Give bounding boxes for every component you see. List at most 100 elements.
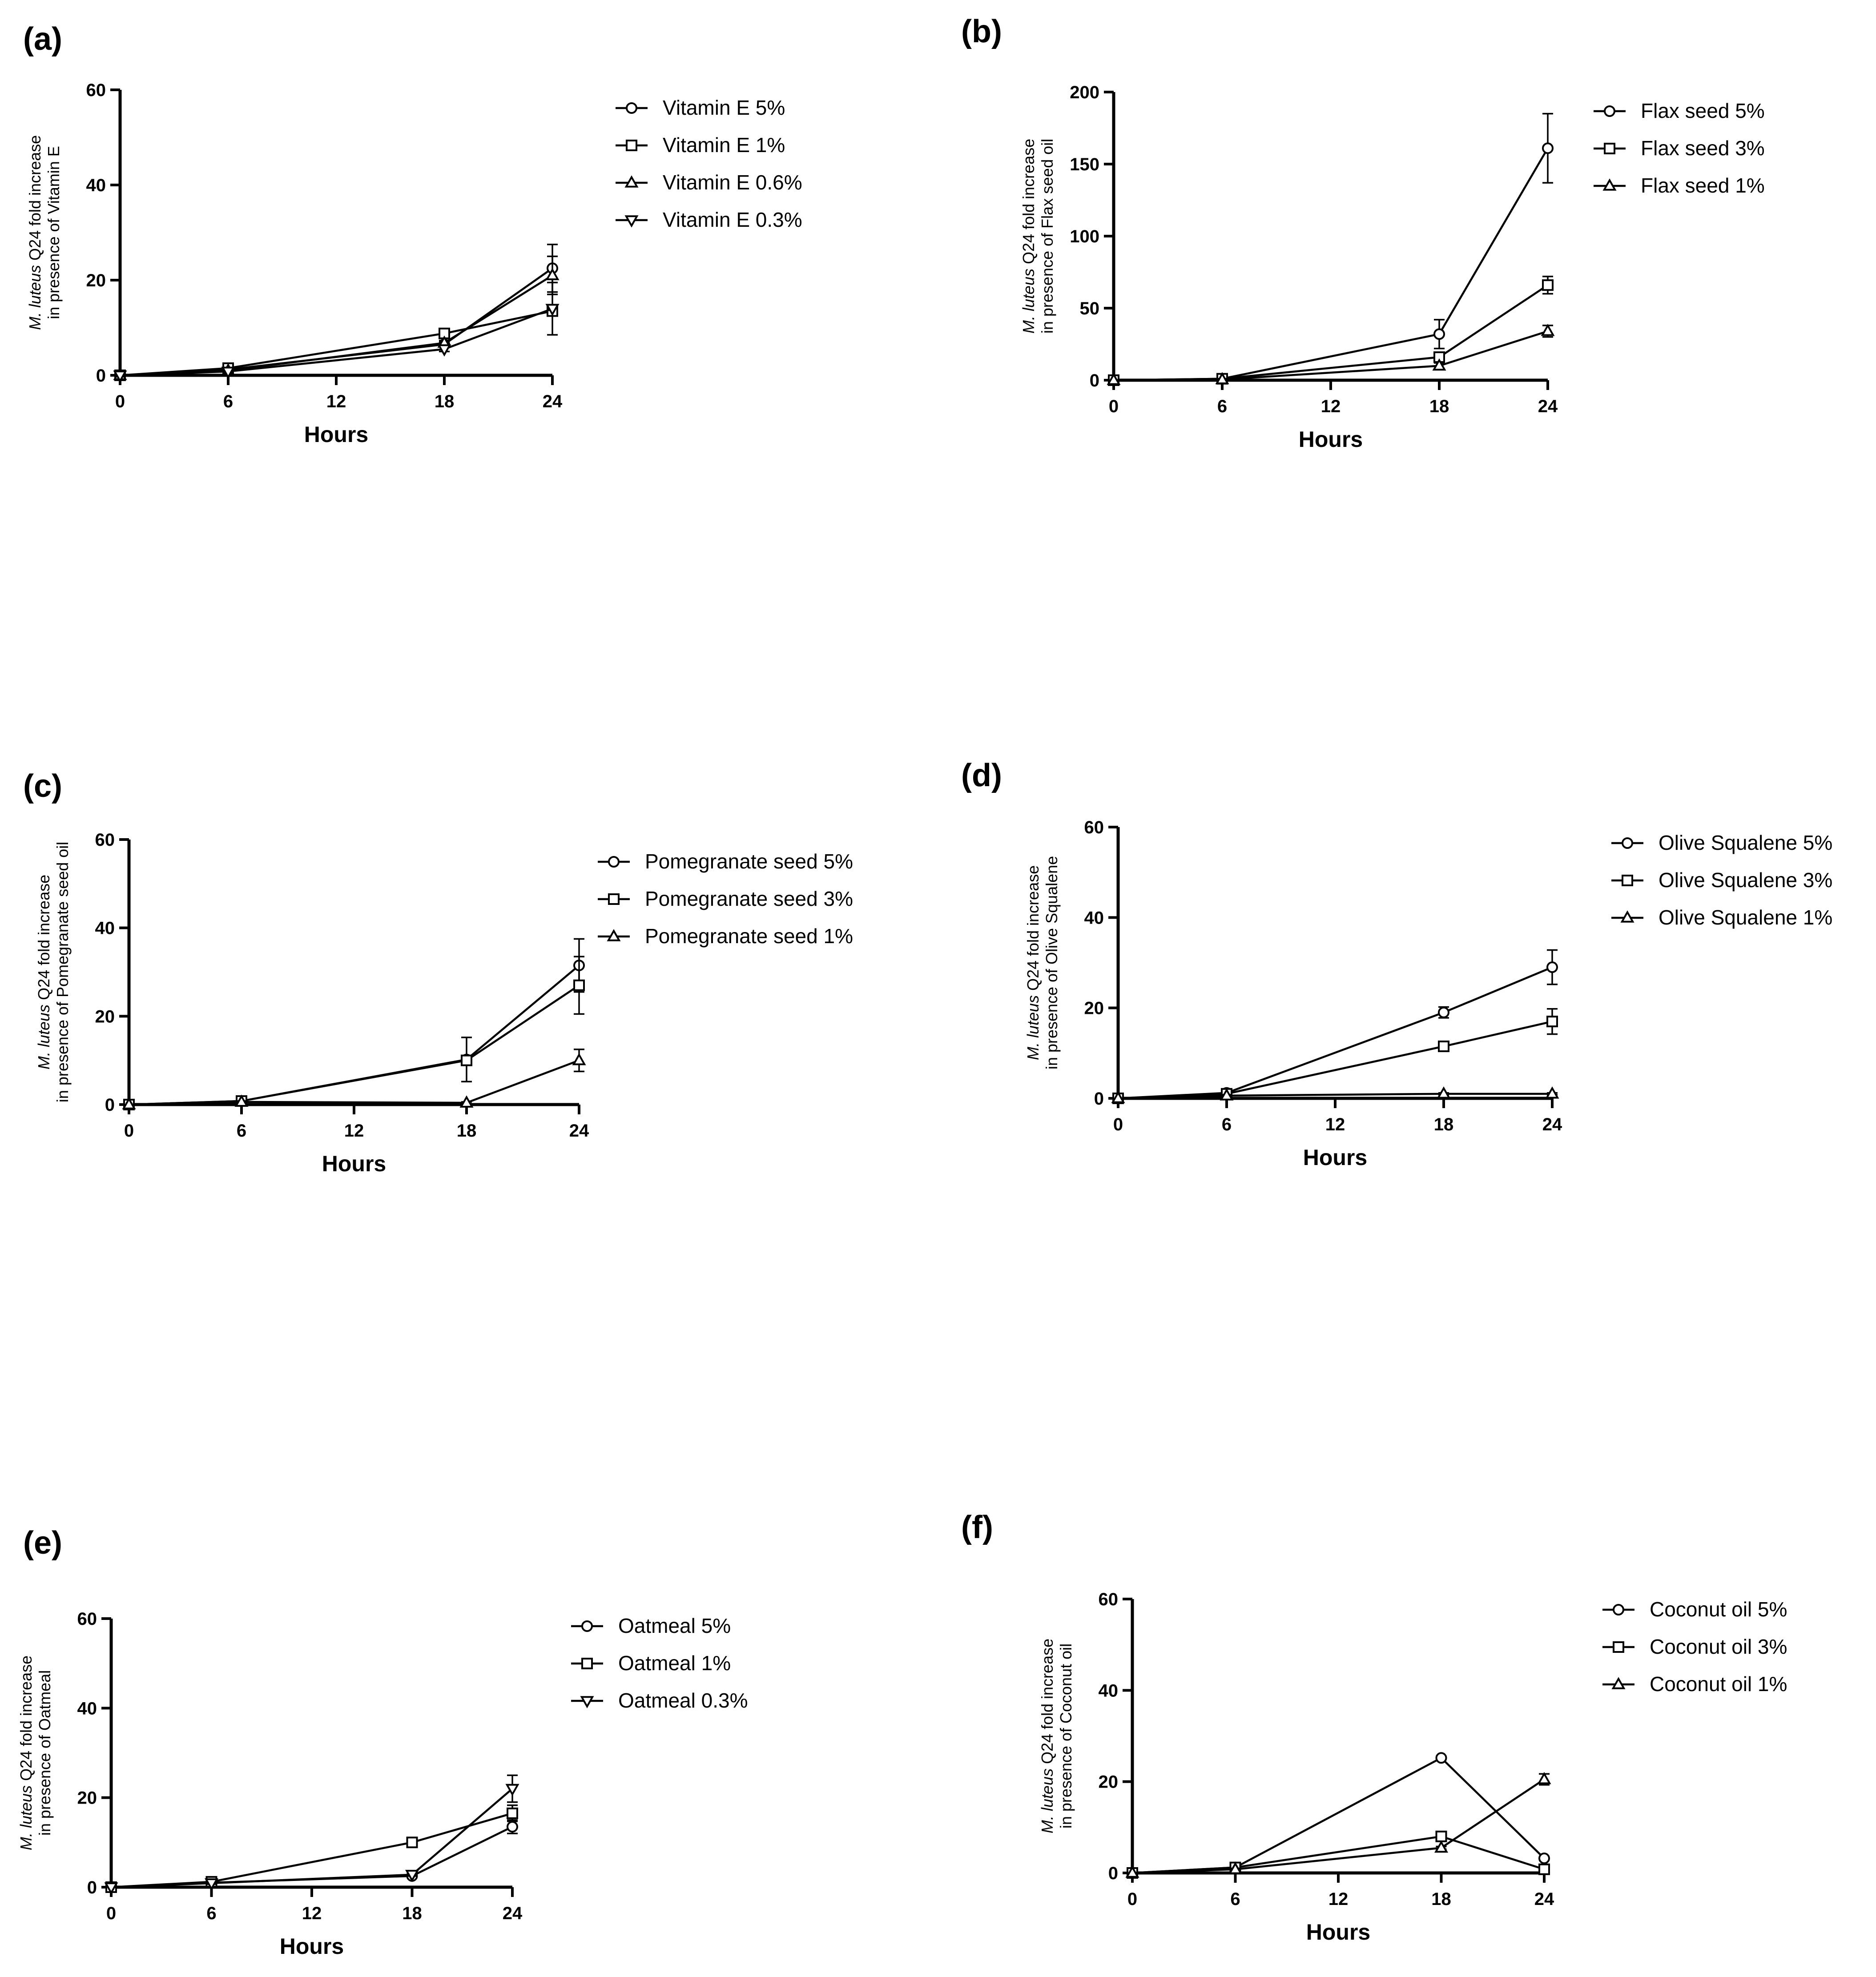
legend-marker bbox=[580, 1696, 594, 1708]
x-tick-label: 0 bbox=[106, 1904, 116, 1923]
data-point bbox=[1228, 1862, 1243, 1874]
x-tick-label: 0 bbox=[124, 1121, 134, 1141]
x-tick-label: 12 bbox=[1321, 397, 1341, 416]
legend-marker bbox=[608, 856, 620, 868]
legend-marker bbox=[1613, 1641, 1624, 1653]
y-axis-label: M. luteus Q24 fold increasein presence o… bbox=[1019, 139, 1056, 334]
chart-area: 0 20 40 60 0 6 12 18 24 Hours M. luteus Q24 fold i… bbox=[17, 1609, 523, 1959]
series-line bbox=[1132, 1778, 1545, 1874]
y-axis-label-line1: M. luteus Q24 fold increase bbox=[26, 135, 44, 330]
legend-marker bbox=[581, 1658, 593, 1669]
legend-symbol bbox=[1611, 910, 1643, 923]
x-tick-label: 6 bbox=[1217, 397, 1227, 416]
x-tick-label: 24 bbox=[569, 1121, 589, 1141]
panel-b: (b) 0 50 100 150 200 0 6 12 18 24 Hours M. luteus Q… bbox=[938, 0, 1876, 659]
legend-label: Coconut oil 1% bbox=[1650, 1672, 1787, 1696]
panel-label: (c) bbox=[23, 768, 62, 804]
legend-label: Olive Squalene 3% bbox=[1659, 868, 1833, 892]
x-tick-label: 0 bbox=[1109, 397, 1119, 416]
x-tick-label: 24 bbox=[1542, 1115, 1562, 1134]
legend-label: Pomegranate seed 5% bbox=[645, 850, 853, 873]
data-point bbox=[1546, 1016, 1558, 1028]
legend-marker bbox=[626, 140, 637, 151]
series-line bbox=[1132, 1756, 1545, 1874]
y-axis-label-line2: in presence of Coconut oil bbox=[1057, 1643, 1075, 1828]
legend-item: Coconut oil 5% bbox=[1601, 1593, 1876, 1628]
data-point bbox=[1125, 1865, 1139, 1878]
data-point bbox=[1538, 1863, 1550, 1875]
x-axis-label: Hours bbox=[1303, 1145, 1367, 1170]
y-tick-label: 100 bbox=[1070, 227, 1099, 246]
legend-item: Vitamin E 0.6% bbox=[614, 166, 938, 201]
panel-label: (e) bbox=[23, 1525, 62, 1561]
legend-symbol bbox=[616, 175, 648, 188]
series-1 bbox=[114, 305, 558, 381]
legend-symbol bbox=[598, 856, 630, 868]
chart-area: 0 20 40 60 0 6 12 18 24 Hours M. luteus Q24 fold i… bbox=[26, 80, 563, 447]
series-line bbox=[120, 310, 553, 377]
legend-symbol bbox=[1602, 1677, 1634, 1689]
y-axis-label: M. luteus Q24 fold increasein presence o… bbox=[1024, 856, 1061, 1069]
y-axis-label-rest: Q24 fold increase bbox=[1038, 1639, 1056, 1768]
legend-marker bbox=[624, 175, 639, 188]
series-line bbox=[1118, 1093, 1552, 1100]
y-tick-label: 20 bbox=[1099, 1772, 1119, 1792]
y-tick-label: 60 bbox=[86, 80, 106, 100]
y-axis-label-rest: Q24 fold increase bbox=[1024, 865, 1042, 995]
data-point bbox=[1538, 1852, 1550, 1864]
panel-c: (c) 0 20 40 60 0 6 12 18 24 Hours M. luteus Q24 fo… bbox=[0, 659, 938, 1318]
legend-marker bbox=[1611, 1677, 1626, 1689]
y-axis-label-rest: Q24 fold increase bbox=[1019, 139, 1038, 269]
series-line bbox=[129, 1059, 580, 1106]
legend-item: Olive Squalene 1% bbox=[1610, 901, 1876, 936]
y-tick-label: 40 bbox=[95, 919, 115, 938]
data-point bbox=[113, 370, 127, 383]
x-tick-label: 24 bbox=[543, 392, 563, 411]
series-2 bbox=[1107, 324, 1555, 385]
y-axis-label: M. luteus Q24 fold increasein presence o… bbox=[17, 1656, 54, 1850]
series-line bbox=[1118, 1020, 1553, 1100]
legend-symbol bbox=[598, 929, 630, 941]
legend-marker bbox=[624, 215, 639, 228]
x-tick-label: 12 bbox=[1325, 1115, 1345, 1134]
legend-symbol bbox=[598, 893, 630, 905]
y-axis-label-italic: M. luteus bbox=[17, 1785, 35, 1850]
data-point bbox=[1111, 1091, 1125, 1103]
legend-item: Flax seed 3% bbox=[1592, 132, 1876, 167]
data-point bbox=[461, 1054, 472, 1066]
y-axis-label-line1: M. luteus Q24 fold increase bbox=[1019, 139, 1038, 334]
legend-marker bbox=[1620, 910, 1634, 923]
data-point bbox=[573, 979, 585, 991]
data-point bbox=[507, 1821, 518, 1833]
legend-marker bbox=[1604, 105, 1615, 117]
y-axis-label: M. luteus Q24 fold increasein presence o… bbox=[35, 842, 72, 1102]
legend-symbol bbox=[1594, 105, 1626, 117]
y-tick-label: 60 bbox=[1099, 1590, 1119, 1609]
x-tick-label: 12 bbox=[1328, 1889, 1349, 1909]
chart-area: 0 20 40 60 0 6 12 18 24 Hours M. luteus Q24 fold i… bbox=[35, 830, 589, 1176]
data-point bbox=[1435, 1752, 1447, 1764]
data-point bbox=[1215, 372, 1229, 385]
legend-symbol bbox=[616, 102, 648, 114]
legend-label: Oatmeal 1% bbox=[618, 1652, 731, 1675]
y-tick-label: 150 bbox=[1070, 155, 1099, 174]
data-point bbox=[1432, 358, 1446, 371]
data-point bbox=[221, 366, 235, 379]
legend-symbol bbox=[571, 1696, 603, 1708]
series-line bbox=[1113, 148, 1549, 382]
y-axis-label-line1: M. luteus Q24 fold increase bbox=[35, 875, 53, 1069]
legend-marker bbox=[1604, 143, 1615, 154]
panel-a: (a) 0 20 40 60 0 6 12 18 24 Hours M. luteus Q24 fo… bbox=[0, 0, 938, 659]
legend-symbol bbox=[1611, 875, 1643, 886]
legend-item: Oatmeal 1% bbox=[569, 1647, 938, 1682]
data-point bbox=[1545, 1086, 1559, 1099]
legend-item: Oatmeal 5% bbox=[569, 1609, 938, 1645]
y-axis-label-italic: M. luteus bbox=[1019, 269, 1038, 334]
data-point bbox=[1107, 373, 1121, 385]
y-tick-label: 0 bbox=[1090, 371, 1099, 390]
x-tick-label: 12 bbox=[344, 1121, 364, 1141]
legend-symbol bbox=[1594, 143, 1626, 154]
x-tick-label: 6 bbox=[223, 392, 233, 411]
legend-label: Flax seed 1% bbox=[1641, 174, 1765, 197]
x-tick-label: 18 bbox=[1431, 1889, 1451, 1909]
